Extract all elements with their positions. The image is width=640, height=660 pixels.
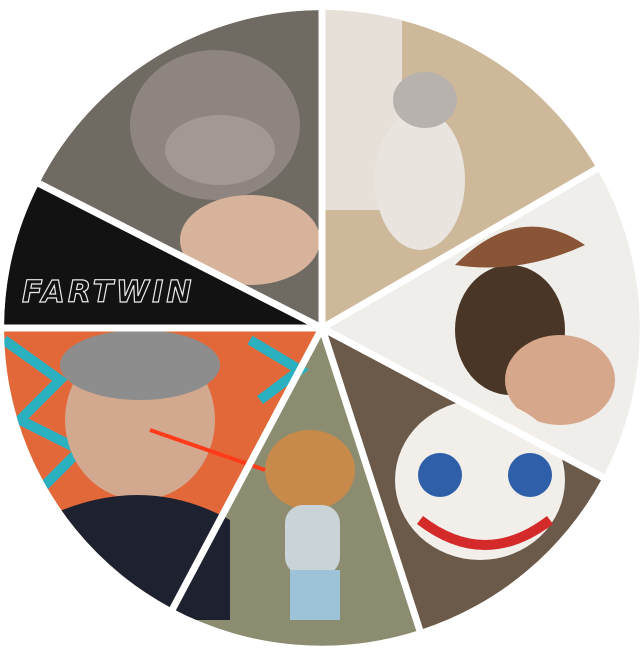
caption: FARTWIN [22,275,194,310]
clown-mouth [416,516,554,550]
clown-eye [508,453,552,497]
laser [149,428,266,472]
clown-face [395,400,565,560]
clown-eye [418,453,462,497]
wedges [4,10,640,646]
dividers [0,0,606,634]
divider [318,326,425,636]
fartwin-wedge [4,184,322,328]
cat [375,110,465,250]
cowboy-hat [455,226,585,268]
cat-head [393,72,457,128]
bear-head [265,430,355,510]
bear-pants [290,570,340,620]
hand [505,335,615,425]
hippo-snout [165,115,275,185]
divider [320,163,602,332]
hair [60,330,220,400]
hand [180,195,320,285]
bear-sweater [285,505,340,575]
divider [320,324,608,483]
divider [167,326,326,614]
divider [34,178,324,332]
